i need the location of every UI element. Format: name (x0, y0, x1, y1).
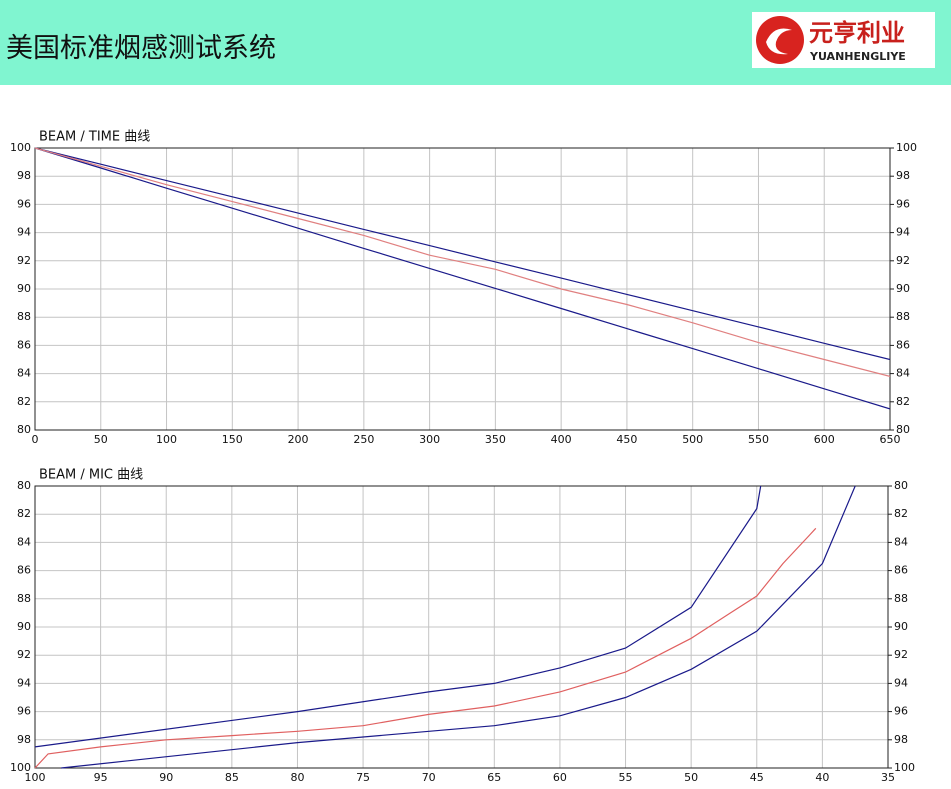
series-line (34, 147, 891, 377)
x-tick-label: 55 (619, 771, 633, 784)
y-tick-label: 98 (17, 733, 31, 746)
x-tick-label: 300 (419, 433, 440, 446)
chart-title: BEAM / TIME 曲线 (39, 130, 150, 145)
y-tick-label: 96 (17, 197, 31, 210)
y2-tick-label: 94 (896, 226, 910, 239)
logo-swirl (766, 28, 792, 55)
y2-tick-label: 96 (894, 705, 908, 718)
logo-name: 元亨利业 (809, 19, 905, 47)
y2-tick-label: 96 (896, 197, 910, 210)
y2-tick-label: 88 (896, 310, 910, 323)
x-tick-label: 250 (353, 433, 374, 446)
y2-tick-label: 84 (896, 367, 910, 380)
logo-circle (756, 16, 804, 64)
y2-tick-label: 82 (894, 507, 908, 520)
x-tick-label: 200 (288, 433, 309, 446)
x-tick-label: 600 (814, 433, 835, 446)
logo: 元亨利业 YUANHENGLIYE (752, 12, 935, 68)
x-tick-label: 90 (159, 771, 173, 784)
y-tick-label: 96 (17, 705, 31, 718)
plot-border (34, 485, 889, 769)
y2-tick-label: 94 (894, 676, 908, 689)
y-tick-label: 88 (17, 310, 31, 323)
app-title: 美国标准烟感测试系统 (6, 33, 276, 64)
y2-tick-label: 80 (894, 479, 908, 492)
y-tick-label: 92 (17, 648, 31, 661)
x-tick-label: 650 (880, 433, 901, 446)
y-tick-label: 80 (17, 479, 31, 492)
y2-tick-label: 90 (896, 282, 910, 295)
y2-tick-label: 100 (894, 761, 915, 774)
y2-tick-label: 84 (894, 535, 908, 548)
x-tick-label: 0 (32, 433, 39, 446)
series-line (34, 527, 817, 769)
y2-tick-label: 86 (894, 564, 908, 577)
y2-tick-label: 82 (896, 395, 910, 408)
plot-border (34, 147, 891, 431)
x-tick-label: 35 (881, 771, 895, 784)
logo-pinyin: YUANHENGLIYE (809, 50, 906, 63)
header-bar: 美国标准烟感测试系统 元亨利业 YUANHENGLIYE (0, 0, 951, 85)
y2-tick-label: 100 (896, 141, 917, 154)
series-line (61, 485, 856, 769)
x-tick-label: 100 (156, 433, 177, 446)
y2-tick-label: 90 (894, 620, 908, 633)
series-line (34, 485, 762, 748)
y2-tick-label: 80 (896, 423, 910, 436)
x-tick-label: 45 (750, 771, 764, 784)
x-tick-label: 60 (553, 771, 567, 784)
y-tick-label: 100 (10, 761, 31, 774)
y-tick-label: 82 (17, 395, 31, 408)
x-tick-label: 350 (485, 433, 506, 446)
y-tick-label: 84 (17, 535, 31, 548)
x-tick-label: 50 (94, 433, 108, 446)
y2-tick-label: 88 (894, 592, 908, 605)
y-tick-label: 84 (17, 367, 31, 380)
y2-tick-label: 92 (894, 648, 908, 661)
x-tick-label: 40 (815, 771, 829, 784)
y-tick-label: 88 (17, 592, 31, 605)
y-tick-label: 82 (17, 507, 31, 520)
logo-graphic: 元亨利业 YUANHENGLIYE (756, 16, 906, 64)
x-tick-label: 65 (487, 771, 501, 784)
x-tick-label: 500 (682, 433, 703, 446)
x-tick-label: 80 (290, 771, 304, 784)
y-tick-label: 94 (17, 226, 31, 239)
y2-tick-label: 86 (896, 338, 910, 351)
y-tick-label: 94 (17, 676, 31, 689)
y-tick-label: 98 (17, 169, 31, 182)
y2-tick-label: 98 (894, 733, 908, 746)
x-tick-label: 50 (684, 771, 698, 784)
y-tick-label: 100 (10, 141, 31, 154)
y-tick-label: 86 (17, 564, 31, 577)
x-tick-label: 150 (222, 433, 243, 446)
y2-tick-label: 98 (896, 169, 910, 182)
x-tick-label: 85 (225, 771, 239, 784)
x-tick-label: 100 (25, 771, 46, 784)
x-tick-label: 75 (356, 771, 370, 784)
y2-tick-label: 92 (896, 254, 910, 267)
y-tick-label: 80 (17, 423, 31, 436)
x-tick-label: 400 (551, 433, 572, 446)
x-tick-label: 95 (94, 771, 108, 784)
chart-title: BEAM / MIC 曲线 (39, 468, 143, 483)
x-tick-label: 550 (748, 433, 769, 446)
series-line (34, 147, 891, 410)
y-tick-label: 92 (17, 254, 31, 267)
y-tick-label: 90 (17, 282, 31, 295)
x-tick-label: 450 (616, 433, 637, 446)
series-line (34, 147, 891, 361)
y-tick-label: 90 (17, 620, 31, 633)
x-tick-label: 70 (422, 771, 436, 784)
y-tick-label: 86 (17, 338, 31, 351)
